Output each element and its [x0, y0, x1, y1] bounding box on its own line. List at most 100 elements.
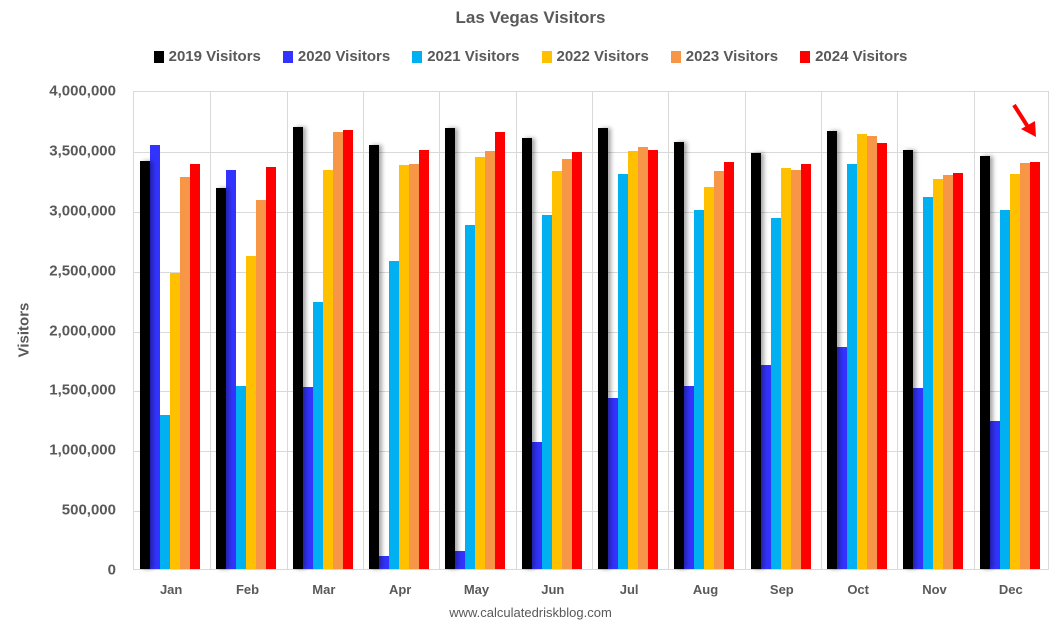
- bar: [1029, 161, 1040, 569]
- legend-label: 2020 Visitors: [297, 48, 391, 65]
- bar: [684, 385, 695, 569]
- y-tick-label: 3,500,000: [49, 142, 116, 160]
- bar: [170, 273, 180, 569]
- legend-label: 2024 Visitors: [815, 48, 908, 65]
- bar: [790, 170, 801, 569]
- gridline: [439, 92, 441, 569]
- bar: [857, 134, 867, 569]
- gridline: [592, 92, 593, 569]
- bar: [694, 209, 705, 569]
- x-tick-label: Apr: [388, 582, 412, 597]
- bar: [399, 165, 409, 569]
- gridline: [668, 92, 670, 569]
- legend-item: 2020 Visitors: [282, 48, 391, 65]
- gridline: [286, 92, 288, 569]
- bar: [933, 178, 944, 569]
- y-tick-label: 2,500,000: [49, 262, 116, 280]
- gridline: [134, 451, 1048, 453]
- bar: [953, 172, 964, 569]
- bar: [770, 218, 781, 569]
- bar: [150, 145, 160, 569]
- bar: [648, 149, 658, 569]
- bar: [256, 200, 267, 569]
- bar: [903, 149, 914, 569]
- bar: [465, 225, 476, 569]
- bar: [226, 170, 237, 569]
- bar: [140, 160, 150, 569]
- bar: [847, 164, 857, 569]
- gridline: [973, 92, 975, 569]
- bar: [369, 145, 379, 569]
- gridline: [134, 391, 1048, 393]
- legend: 2019 Visitors 2020 Visitors 2021 Visitors 2…: [0, 48, 1061, 65]
- bar: [827, 130, 837, 569]
- gridline: [134, 271, 1048, 273]
- legend-item: 2023 Visitors: [670, 48, 779, 65]
- legend-item: 2021 Visitors: [412, 48, 520, 65]
- bar: [379, 555, 389, 569]
- y-axis-label: Visitors: [15, 302, 33, 358]
- bar: [292, 127, 303, 569]
- bar: [999, 209, 1010, 569]
- legend-swatch: [541, 50, 552, 63]
- legend-swatch: [282, 50, 293, 63]
- y-tick-label: 500,000: [61, 501, 116, 519]
- y-tick-label: 1,500,000: [49, 381, 116, 399]
- bar: [190, 164, 200, 569]
- gridline: [897, 92, 899, 569]
- bar: [760, 365, 771, 569]
- bar: [704, 187, 715, 569]
- gridline: [515, 92, 517, 569]
- x-tick-label: Aug: [692, 582, 719, 597]
- bar: [455, 551, 466, 569]
- bar: [216, 188, 227, 569]
- bar: [561, 159, 572, 569]
- bar: [724, 161, 735, 569]
- bar: [714, 171, 725, 569]
- bar: [531, 442, 542, 569]
- x-tick-label: Feb: [235, 582, 260, 597]
- x-tick-label: Oct: [847, 582, 869, 597]
- gridline: [744, 92, 746, 569]
- bar: [780, 167, 791, 569]
- legend-swatch: [153, 50, 164, 63]
- chart-title: Las Vegas Visitors: [455, 8, 606, 27]
- bar: [867, 135, 877, 569]
- x-tick-label: Nov: [922, 582, 947, 597]
- bar: [571, 152, 582, 569]
- gridline: [134, 331, 1048, 333]
- y-tick-label: 3,000,000: [49, 202, 116, 220]
- gridline: [134, 211, 1048, 213]
- y-tick-label: 2,000,000: [49, 322, 116, 339]
- x-tick-label: Jun: [541, 582, 565, 597]
- bar: [266, 166, 277, 569]
- bar: [979, 155, 990, 569]
- legend-label: 2021 Visitors: [427, 48, 520, 65]
- legend-swatch: [800, 50, 811, 63]
- bar: [475, 157, 486, 569]
- x-tick-label: Sep: [769, 582, 794, 597]
- legend-label: 2019 Visitors: [168, 48, 261, 65]
- gridline: [363, 92, 364, 569]
- bar: [608, 397, 618, 569]
- gridline: [821, 92, 822, 569]
- bar: [541, 214, 552, 569]
- bar: [618, 173, 628, 569]
- bar: [302, 386, 313, 569]
- bar: [409, 164, 419, 569]
- bar: [342, 129, 353, 569]
- legend-label: 2023 Visitors: [685, 48, 779, 65]
- bar: [521, 137, 532, 569]
- bar: [598, 128, 608, 569]
- gridline: [134, 151, 1048, 153]
- bar: [389, 261, 399, 569]
- bar: [485, 151, 496, 569]
- y-tick-label: 0: [107, 561, 116, 579]
- legend-label: 2022 Visitors: [556, 48, 649, 65]
- gridline: [134, 511, 1048, 513]
- gridline: [210, 92, 212, 569]
- bar: [877, 142, 887, 569]
- legend-swatch: [670, 50, 681, 63]
- x-tick-label: Dec: [998, 582, 1023, 597]
- bar: [160, 414, 170, 569]
